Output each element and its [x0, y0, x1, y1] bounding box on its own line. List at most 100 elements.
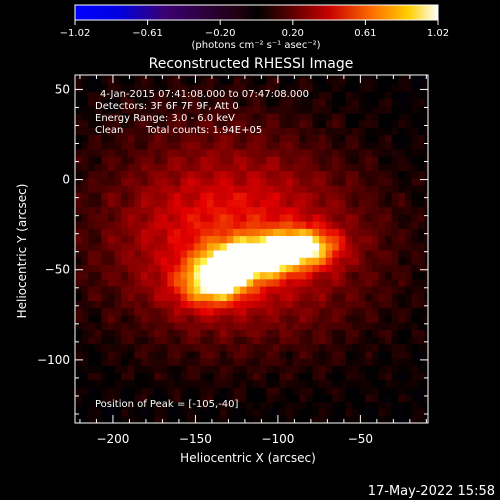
heatmap-cell: [147, 76, 155, 85]
heatmap-cell: [338, 300, 347, 309]
heatmap-cell: [206, 408, 215, 417]
heatmap-cell: [160, 163, 168, 172]
heatmap-cell: [200, 134, 208, 143]
heatmap-cell: [213, 76, 221, 85]
heatmap-cell: [233, 148, 241, 157]
heatmap-cell: [272, 148, 281, 157]
heatmap-cell: [305, 75, 314, 78]
heatmap-cell: [147, 278, 155, 287]
heatmap-cell: [187, 408, 195, 417]
heatmap-cell: [187, 365, 195, 374]
heatmap-cell: [114, 184, 122, 193]
heatmap-cell: [160, 379, 168, 388]
heatmap-cell: [378, 264, 386, 273]
heatmap-cell: [88, 300, 96, 309]
heatmap-cell: [352, 213, 360, 222]
heatmap-cell: [180, 163, 188, 172]
heatmap-cell: [233, 221, 241, 229]
heatmap-cell: [121, 148, 129, 157]
heatmap-cell: [378, 329, 386, 338]
heatmap-cell: [299, 271, 307, 280]
heatmap-cell: [88, 242, 96, 251]
heatmap-cell: [286, 322, 294, 330]
heatmap-cell: [187, 148, 195, 157]
heatmap-cell: [121, 386, 129, 395]
heatmap-cell: [371, 386, 380, 395]
heatmap-cell: [180, 120, 188, 128]
heatmap-cell: [259, 105, 267, 114]
heatmap-cell: [81, 329, 89, 338]
heatmap-cell: [272, 394, 281, 402]
heatmap-cell: [193, 285, 201, 294]
heatmap-cell: [127, 206, 135, 215]
heatmap-cell: [226, 163, 234, 172]
heatmap-cell: [292, 372, 300, 381]
heatmap-cell: [147, 199, 155, 208]
heatmap-cell: [226, 148, 234, 157]
heatmap-cell: [292, 285, 300, 294]
heatmap-cell: [206, 343, 215, 352]
heatmap-cell: [319, 293, 327, 301]
heatmap-cell: [88, 394, 96, 402]
heatmap-cell: [325, 415, 333, 423]
heatmap-cell: [338, 76, 347, 85]
colorbar-tick-label: −1.02: [60, 28, 91, 39]
heatmap-cell: [325, 285, 333, 294]
heatmap-cell: [378, 141, 386, 150]
heatmap-cell: [253, 307, 261, 316]
heatmap-cell: [173, 379, 182, 388]
heatmap-cell: [233, 300, 241, 309]
heatmap-cell: [365, 170, 373, 179]
heatmap-cell: [81, 314, 89, 323]
heatmap-cell: [391, 350, 399, 359]
heatmap-cell: [371, 170, 380, 179]
heatmap-cell: [378, 127, 386, 136]
heatmap-cell: [246, 213, 254, 222]
heatmap-cell: [160, 112, 168, 121]
heatmap-cell: [206, 314, 215, 323]
heatmap-cell: [140, 75, 149, 78]
heatmap-cell: [279, 184, 287, 193]
heatmap-cell: [305, 177, 314, 186]
heatmap-cell: [371, 379, 380, 388]
heatmap-cell: [266, 235, 274, 244]
heatmap-cell: [365, 177, 373, 186]
heatmap-cell: [325, 206, 333, 215]
heatmap-cell: [187, 163, 195, 172]
annotation-detectors: Detectors: 3F 6F 7F 9F, Att 0: [95, 101, 239, 112]
heatmap-cell: [187, 192, 195, 201]
heatmap-cell: [352, 271, 360, 280]
heatmap-cell: [378, 112, 386, 121]
heatmap-cell: [424, 163, 428, 172]
heatmap-cell: [233, 213, 241, 222]
heatmap-cell: [352, 322, 360, 330]
heatmap-cell: [121, 177, 129, 186]
heatmap-cell: [259, 242, 267, 251]
heatmap-cell: [391, 358, 399, 366]
heatmap-cell: [193, 127, 201, 136]
heatmap-cell: [75, 329, 83, 338]
heatmap-cell: [206, 156, 215, 164]
heatmap-cell: [286, 386, 294, 395]
heatmap-cell: [253, 120, 261, 128]
heatmap-cell: [154, 177, 162, 186]
heatmap-cell: [253, 76, 261, 85]
heatmap-cell: [193, 394, 201, 402]
heatmap-cell: [134, 235, 142, 244]
heatmap-cell: [404, 221, 413, 229]
heatmap-cell: [332, 192, 340, 201]
heatmap-cell: [114, 163, 122, 172]
heatmap-cell: [385, 386, 393, 395]
heatmap-cell: [94, 264, 102, 273]
heatmap-cell: [81, 372, 89, 381]
heatmap-cell: [411, 177, 419, 186]
heatmap-cell: [424, 386, 428, 395]
heatmap-cell: [279, 141, 287, 150]
heatmap-cell: [160, 235, 168, 244]
heatmap-cell: [391, 329, 399, 338]
heatmap-cell: [378, 350, 386, 359]
heatmap-cell: [220, 120, 228, 128]
heatmap-cell: [147, 134, 155, 143]
heatmap-cell: [167, 206, 175, 215]
heatmap-cell: [398, 91, 406, 100]
